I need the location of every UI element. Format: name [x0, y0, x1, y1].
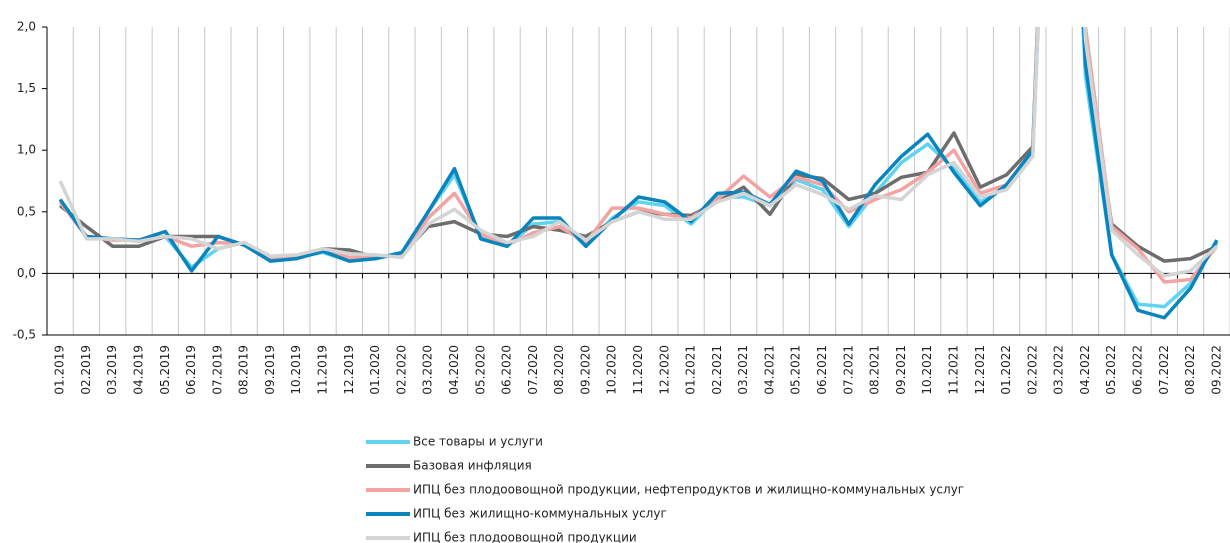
x-tick-label: 09.2022: [1209, 345, 1223, 395]
y-tick-label: -0,5: [13, 328, 36, 342]
x-tick-label: 08.2021: [868, 345, 882, 395]
y-tick-label: 0,5: [17, 204, 36, 218]
x-tick-label: 06.2022: [1130, 345, 1144, 395]
x-tick-label: 01.2021: [684, 345, 698, 395]
x-tick-label: 03.2022: [1052, 345, 1066, 395]
x-tick-label: 05.2019: [158, 345, 172, 395]
series-line: [58, 27, 1219, 284]
x-tick-label: 06.2020: [500, 345, 514, 395]
x-tick-label: 05.2021: [789, 345, 803, 395]
series-line: [58, 27, 1219, 320]
y-tick-label: 1,5: [17, 81, 36, 95]
x-tick-label: 04.2019: [132, 345, 146, 395]
x-tick-label: 12.2019: [342, 345, 356, 395]
x-tick-label: 02.2020: [394, 345, 408, 395]
x-tick-label: 09.2020: [578, 345, 592, 395]
x-tick-label: 01.2019: [53, 345, 67, 395]
legend-label: ИПЦ без плодоовощной продукции, нефтепро…: [413, 483, 964, 497]
x-tick-label: 02.2019: [79, 345, 93, 395]
legend-label: ИПЦ без жилищно-коммунальных услуг: [413, 507, 667, 521]
y-tick-label: 0,0: [17, 266, 36, 280]
x-tick-label: 01.2020: [368, 345, 382, 395]
x-tick-label: 06.2019: [184, 345, 198, 395]
x-tick-label: 07.2019: [210, 345, 224, 395]
series-line: [58, 27, 1219, 278]
x-tick-label: 07.2020: [526, 345, 540, 395]
x-tick-label: 10.2019: [289, 345, 303, 395]
series-line: [58, 27, 1219, 309]
x-tick-label: 08.2022: [1183, 345, 1197, 395]
x-tick-label: 09.2019: [263, 345, 277, 395]
legend-label: Все товары и услуги: [413, 435, 543, 449]
x-tick-label: 12.2020: [657, 345, 671, 395]
x-tick-label: 08.2019: [237, 345, 251, 395]
x-tick-label: 11.2021: [946, 345, 960, 395]
x-tick-label: 01.2022: [999, 345, 1013, 395]
x-tick-label: 11.2019: [316, 345, 330, 395]
x-tick-label: 04.2022: [1078, 345, 1092, 395]
y-tick-label: 2,0: [17, 20, 36, 34]
x-tick-label: 06.2021: [815, 345, 829, 395]
x-tick-label: 03.2020: [421, 345, 435, 395]
x-tick-label: 10.2020: [605, 345, 619, 395]
x-tick-label: 10.2021: [920, 345, 934, 395]
series-line: [59, 27, 1218, 263]
x-tick-label: 04.2020: [447, 345, 461, 395]
x-tick-label: 03.2021: [736, 345, 750, 395]
x-tick-label: 07.2022: [1157, 345, 1171, 395]
legend-label: ИПЦ без плодоовощной продукции: [413, 531, 637, 543]
x-tick-label: 09.2021: [894, 345, 908, 395]
x-tick-label: 08.2020: [552, 345, 566, 395]
x-tick-label: 12.2021: [973, 345, 987, 395]
x-tick-label: 05.2022: [1104, 345, 1118, 395]
x-tick-label: 04.2021: [762, 345, 776, 395]
x-tick-label: 02.2022: [1025, 345, 1039, 395]
x-tick-label: 02.2021: [710, 345, 724, 395]
x-tick-label: 07.2021: [841, 345, 855, 395]
lines: [58, 27, 1219, 320]
y-tick-label: 1,0: [17, 143, 36, 157]
x-tick-label: 11.2020: [631, 345, 645, 395]
x-tick-label: 05.2020: [473, 345, 487, 395]
legend-label: Базовая инфляция: [413, 459, 532, 473]
x-tick-label: 03.2019: [105, 345, 119, 395]
